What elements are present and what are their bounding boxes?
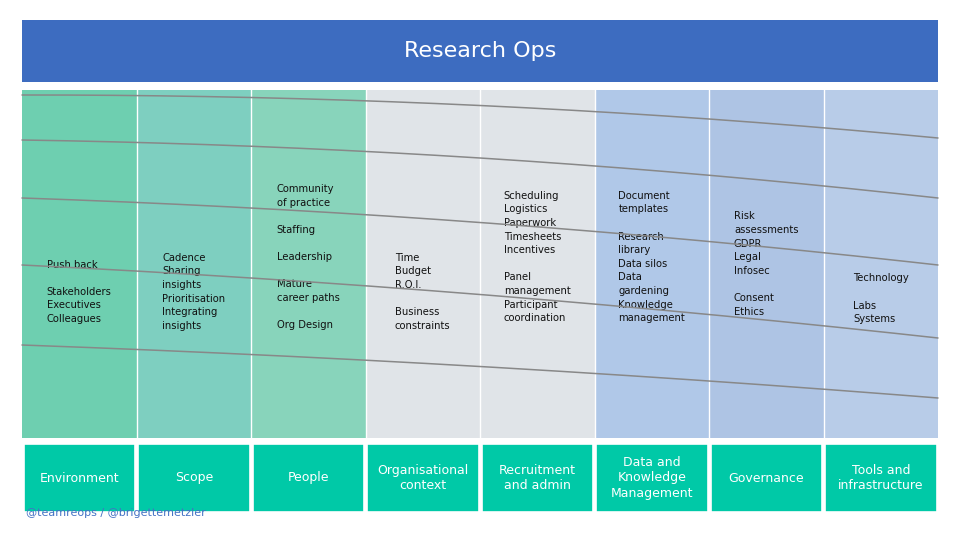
- Bar: [252, 444, 364, 512]
- Text: Recruitment
and admin: Recruitment and admin: [499, 464, 576, 492]
- Bar: [825, 444, 937, 512]
- Bar: [710, 444, 822, 512]
- Bar: [596, 444, 708, 512]
- Text: @teamreops / @brigettemetzler: @teamreops / @brigettemetzler: [26, 508, 205, 518]
- Text: Time
Budget
R.O.I.

Business
constraints: Time Budget R.O.I. Business constraints: [395, 253, 450, 331]
- Text: Document
templates

Research
library
Data silos
Data
gardening
Knowledge
managem: Document templates Research library Data…: [618, 191, 685, 323]
- Bar: [136, 90, 251, 438]
- Text: Environment: Environment: [39, 471, 119, 484]
- Text: Cadence
Sharing
insights
Prioritisation
Integrating
insights: Cadence Sharing insights Prioritisation …: [162, 253, 226, 331]
- Text: Scope: Scope: [175, 471, 213, 484]
- Text: Governance: Governance: [729, 471, 804, 484]
- Text: Research Ops: Research Ops: [404, 41, 556, 61]
- Bar: [138, 444, 250, 512]
- Bar: [824, 90, 938, 438]
- Bar: [367, 444, 478, 512]
- Text: Risk
assessments
GDPR
Legal
Infosec

Consent
Ethics: Risk assessments GDPR Legal Infosec Cons…: [734, 211, 799, 316]
- Text: Technology

Labs
Systems: Technology Labs Systems: [852, 273, 908, 324]
- Text: Data and
Knowledge
Management: Data and Knowledge Management: [611, 456, 693, 500]
- Bar: [482, 444, 593, 512]
- Bar: [594, 90, 709, 438]
- Text: Organisational
context: Organisational context: [377, 464, 468, 492]
- Bar: [366, 90, 480, 438]
- Bar: [480, 90, 594, 438]
- Bar: [22, 20, 938, 82]
- Text: Push back

Stakeholders
Executives
Colleagues: Push back Stakeholders Executives Collea…: [47, 260, 111, 324]
- Text: Tools and
infrastructure: Tools and infrastructure: [838, 464, 924, 492]
- Text: People: People: [287, 471, 329, 484]
- Bar: [23, 444, 135, 512]
- Bar: [22, 90, 136, 438]
- Text: Community
of practice

Staffing

Leadership

Mature
career paths

Org Design: Community of practice Staffing Leadershi…: [276, 184, 340, 330]
- Bar: [251, 90, 366, 438]
- Text: Scheduling
Logistics
Paperwork
Timesheets
Incentives

Panel
management
Participa: Scheduling Logistics Paperwork Timesheet…: [504, 191, 570, 323]
- Bar: [709, 90, 824, 438]
